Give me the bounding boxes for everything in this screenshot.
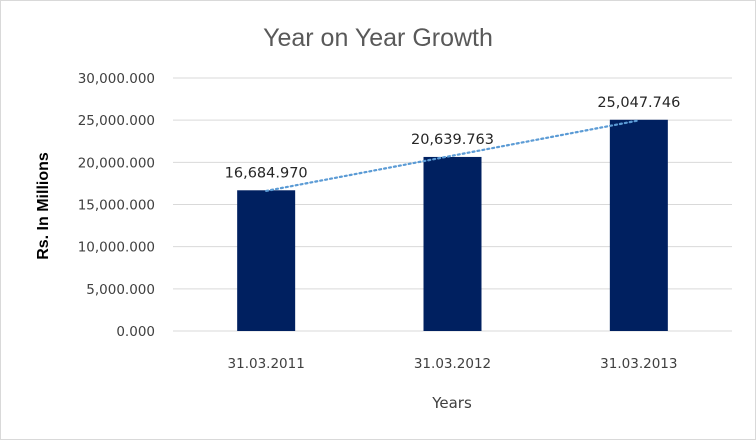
y-tick-label: 15,000.000 (78, 198, 155, 214)
y-tick-label: 10,000.000 (78, 240, 155, 256)
x-tick-label: 31.03.2013 (600, 356, 677, 372)
x-axis-label: Years (431, 394, 472, 412)
trendline (265, 119, 640, 193)
x-tick-label: 31.03.2012 (414, 356, 491, 372)
bar (237, 190, 296, 331)
y-tick-label: 5,000.000 (86, 282, 155, 298)
y-tick-label: 25,000.000 (78, 113, 155, 129)
y-tick-label: 0.000 (116, 324, 155, 340)
y-tick-label: 30,000.000 (78, 71, 155, 87)
chart-title: Year on Year Growth (263, 24, 493, 52)
y-tick-label: 20,000.000 (78, 155, 155, 171)
x-tick-label: 31.03.2011 (228, 356, 305, 372)
data-label: 16,684.970 (225, 165, 308, 181)
bar (423, 156, 482, 331)
y-axis-label: Rs. In Millions (35, 152, 52, 260)
data-label: 20,639.763 (411, 132, 494, 148)
data-label: 25,047.746 (597, 95, 680, 111)
bar (609, 119, 668, 331)
